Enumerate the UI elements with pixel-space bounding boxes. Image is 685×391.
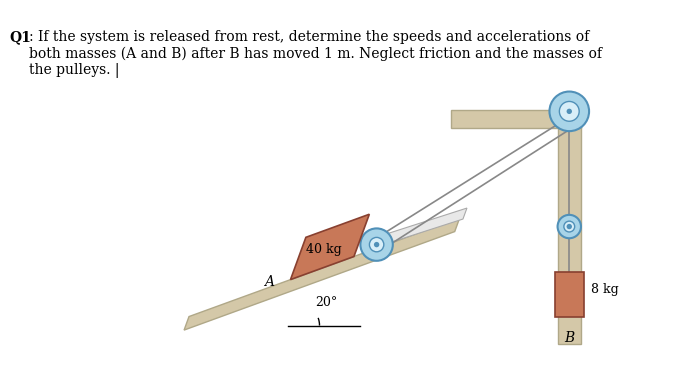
Circle shape [558, 215, 581, 238]
Polygon shape [184, 218, 460, 330]
Text: : If the system is released from rest, determine the speeds and accelerations of: : If the system is released from rest, d… [29, 30, 602, 78]
Text: B: B [564, 331, 575, 345]
Text: 8 kg: 8 kg [591, 283, 619, 296]
Text: A: A [264, 274, 274, 289]
Circle shape [549, 91, 589, 131]
Circle shape [564, 221, 575, 232]
Bar [555, 272, 584, 317]
Circle shape [369, 237, 384, 252]
Polygon shape [558, 109, 580, 344]
Circle shape [566, 224, 572, 229]
Circle shape [360, 228, 393, 261]
Polygon shape [290, 214, 369, 280]
Polygon shape [451, 109, 580, 127]
Circle shape [560, 101, 580, 121]
Circle shape [374, 242, 379, 247]
Text: 40 kg: 40 kg [306, 243, 341, 256]
Polygon shape [375, 208, 467, 247]
Text: 20°: 20° [315, 296, 337, 309]
Circle shape [566, 109, 572, 114]
Text: Q1: Q1 [9, 30, 31, 44]
